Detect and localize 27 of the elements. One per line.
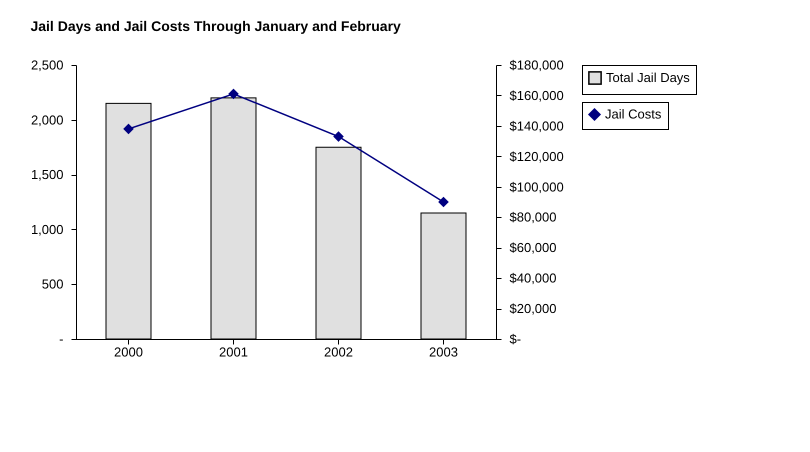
y2-tick-label: $-: [510, 332, 522, 346]
y2-tick-label: $100,000: [510, 179, 564, 194]
legend-label: Jail Costs: [605, 106, 662, 122]
y2-tick-label: $140,000: [510, 118, 564, 134]
y2-tick-label: $180,000: [510, 58, 564, 72]
point: [228, 89, 238, 99]
y-tick-label: 2,000: [30, 112, 64, 128]
x-tick-label: 2001: [219, 344, 248, 360]
y2-tick-label: $20,000: [510, 301, 556, 316]
point: [124, 124, 134, 134]
y-tick-label: -: [59, 332, 64, 346]
y-tick-label: 1,500: [30, 167, 64, 182]
chart-title: Jail Days and Jail Costs Through January and February: [30, 18, 402, 34]
x-tick-label: 2002: [324, 344, 353, 360]
y-tick-label: 1,000: [30, 222, 64, 237]
y2-tick-label: $160,000: [510, 88, 564, 103]
x-tick-label: 2000: [114, 344, 143, 360]
y-tick-label: 2,500: [30, 58, 64, 72]
legend-label: Total Jail Days: [606, 70, 690, 85]
y2-tick-label: $80,000: [510, 210, 556, 225]
y2-tick-label: $40,000: [510, 270, 556, 286]
x-tick-label: 2003: [429, 344, 458, 360]
y-tick-label: 500: [42, 276, 64, 292]
point: [334, 132, 344, 142]
y2-tick-label: $60,000: [510, 240, 556, 256]
point: [438, 197, 448, 207]
y2-tick-label: $120,000: [510, 148, 564, 164]
